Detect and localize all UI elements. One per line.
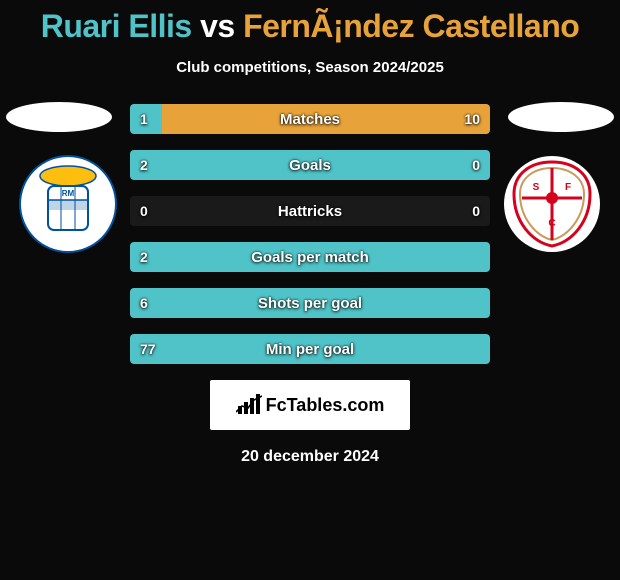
svg-text:F: F [565, 182, 571, 193]
vs-text: vs [192, 8, 243, 44]
date-line: 20 december 2024 [0, 448, 620, 466]
subtitle: Club competitions, Season 2024/2025 [0, 59, 620, 76]
stats-area: RM S F C 110Matches 20Goals 00Hattricks 2Go… [0, 104, 620, 364]
stat-bar-label: Matches [130, 104, 490, 134]
svg-text:C: C [548, 218, 555, 229]
flag-ellipse [508, 102, 614, 132]
stat-bar-label: Hattricks [130, 196, 490, 226]
player1-club-crest: RM [18, 154, 118, 254]
page-title: Ruari Ellis vs FernÃ¡ndez Castellano [0, 0, 620, 45]
stat-bar-label: Min per goal [130, 334, 490, 364]
player2-name: FernÃ¡ndez Castellano [243, 8, 579, 44]
brand-chart-icon [236, 394, 262, 416]
player1-name: Ruari Ellis [41, 8, 192, 44]
brand-box: FcTables.com [210, 380, 410, 430]
flag-ellipse [6, 102, 112, 132]
stat-bar-row: 77Min per goal [130, 334, 490, 364]
stat-bar-label: Goals per match [130, 242, 490, 272]
stat-bar-row: 110Matches [130, 104, 490, 134]
svg-text:RM: RM [62, 189, 75, 198]
svg-text:S: S [533, 182, 540, 193]
stat-bar-row: 6Shots per goal [130, 288, 490, 318]
stat-bar-label: Goals [130, 150, 490, 180]
stat-bar-row: 2Goals per match [130, 242, 490, 272]
player2-flag [508, 102, 614, 132]
stat-bar-row: 00Hattricks [130, 196, 490, 226]
brand-text: FcTables.com [266, 395, 385, 416]
player1-flag [6, 102, 112, 132]
player2-club-crest: S F C [502, 154, 602, 254]
stat-bars: 110Matches 20Goals 00Hattricks 2Goals per m… [130, 104, 490, 364]
stat-bar-label: Shots per goal [130, 288, 490, 318]
stat-bar-row: 20Goals [130, 150, 490, 180]
